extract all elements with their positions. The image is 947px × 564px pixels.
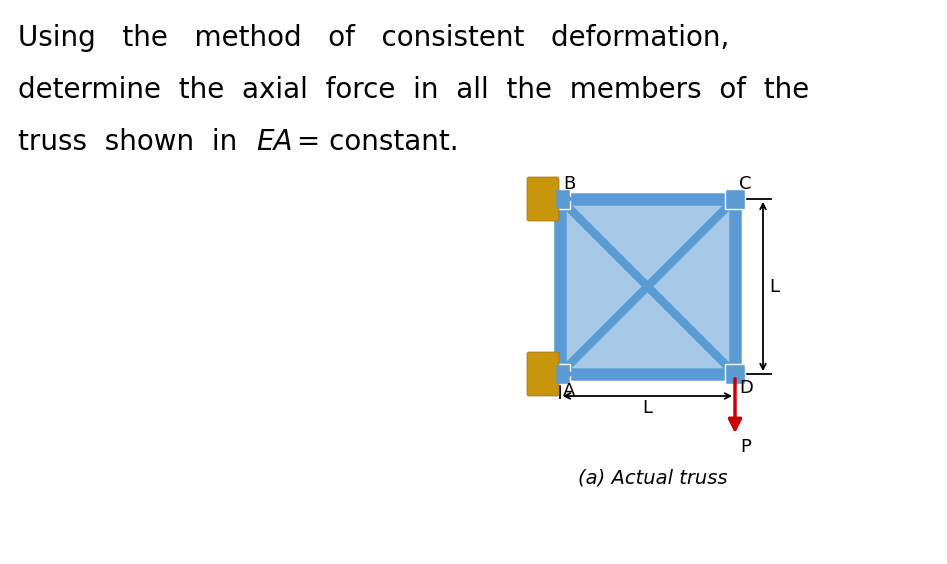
Text: (a) Actual truss: (a) Actual truss (578, 469, 727, 488)
FancyBboxPatch shape (527, 177, 559, 221)
Text: D: D (739, 379, 753, 397)
FancyBboxPatch shape (527, 352, 559, 396)
Polygon shape (557, 365, 573, 383)
Text: Using   the   method   of   consistent   deformation,: Using the method of consistent deformati… (18, 24, 729, 52)
Text: P: P (740, 438, 751, 456)
Text: A: A (563, 382, 576, 400)
Polygon shape (557, 190, 573, 208)
Text: L: L (642, 399, 652, 417)
Text: L: L (769, 277, 779, 296)
Text: C: C (739, 175, 752, 193)
Text: B: B (563, 175, 575, 193)
Polygon shape (550, 189, 570, 209)
Text: = constant.: = constant. (288, 128, 458, 156)
Polygon shape (550, 364, 570, 384)
Text: truss  shown  in: truss shown in (18, 128, 255, 156)
Text: EA: EA (256, 128, 293, 156)
Polygon shape (725, 364, 745, 384)
Text: determine  the  axial  force  in  all  the  members  of  the: determine the axial force in all the mem… (18, 76, 810, 104)
Polygon shape (725, 189, 745, 209)
Bar (560, 199, 735, 374)
